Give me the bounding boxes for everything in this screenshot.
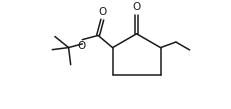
- Text: O: O: [98, 7, 106, 17]
- Text: O: O: [132, 2, 141, 12]
- Text: O: O: [77, 41, 85, 51]
